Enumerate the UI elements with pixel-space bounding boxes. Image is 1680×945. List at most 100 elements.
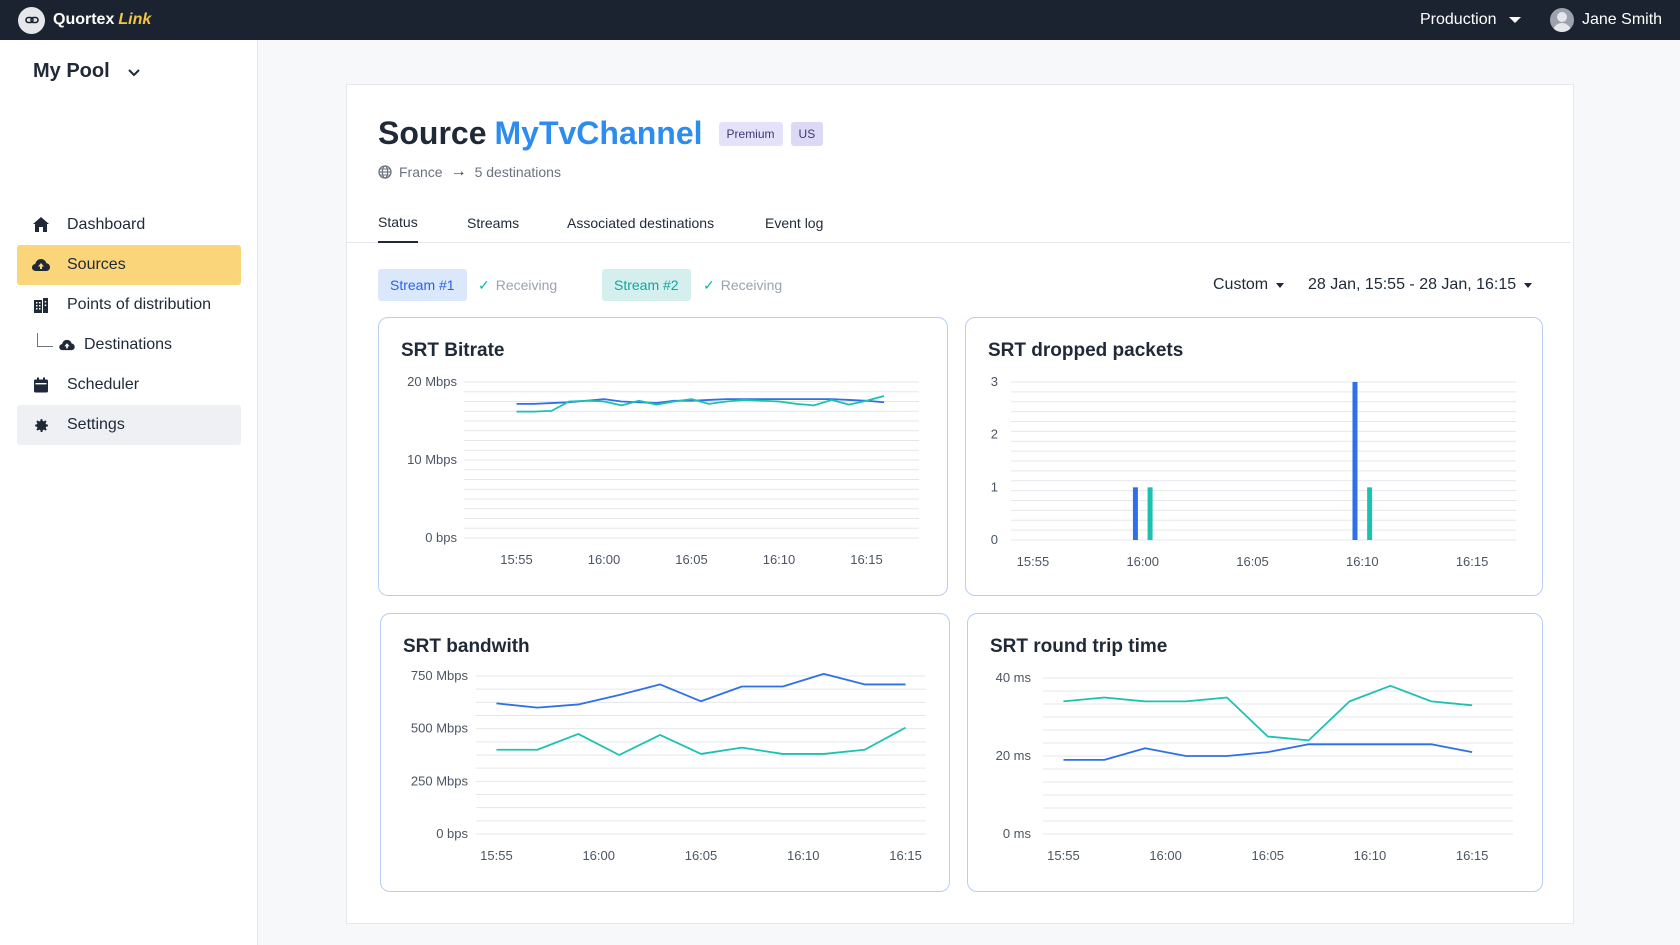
series-line-1 (496, 672, 906, 709)
stream-1-status: ✓ Receiving (478, 269, 557, 301)
series-line-2 (1063, 684, 1473, 742)
sidebar-item-label: Settings (67, 416, 125, 433)
caret-down-icon (1508, 17, 1521, 23)
tabs: Status Streams Associated destinations E… (347, 203, 1571, 243)
globe-icon (378, 165, 392, 179)
tag-badge: Premium (718, 121, 783, 146)
x-tick-label: 16:10 (1346, 554, 1379, 569)
sidebar-item-label: Points of distribution (67, 296, 212, 313)
y-tick-label: 0 (991, 532, 998, 547)
brand-accent: Link (118, 11, 152, 28)
x-tick-label: 16:15 (850, 552, 883, 567)
x-tick-label: 16:15 (1456, 554, 1489, 569)
y-tick-label: 0 bps (436, 826, 468, 841)
chart-plot: 0 ms 20 ms 40 ms 15:55 16:00 16:05 16:10 16:15 (996, 670, 1513, 863)
user-name: Jane Smith (1582, 11, 1663, 28)
tab-streams[interactable]: Streams (467, 215, 520, 231)
top-bar: Quortex Link Production Jane Smith (0, 0, 1680, 40)
stream-2-button[interactable]: Stream #2 (602, 269, 691, 301)
avatar (1550, 8, 1574, 32)
chart-srt-bitrate: 0 bps 10 Mbps 20 Mbps 15:55 16:00 16:05 16:10 1… (378, 317, 948, 596)
gear-icon (32, 416, 50, 434)
caret-down-icon (1524, 282, 1533, 288)
home-icon (32, 216, 50, 234)
source-name: MyTvChannel (494, 115, 703, 151)
series-line-2 (516, 395, 885, 413)
cloud-upload-icon (59, 336, 77, 354)
x-tick-label: 15:55 (1047, 848, 1080, 863)
x-tick-label: 15:55 (1017, 554, 1050, 569)
x-tick-label: 16:10 (763, 552, 796, 567)
brand[interactable]: Quortex Link (18, 6, 152, 34)
bar-1 (1352, 382, 1358, 540)
calendar-icon (32, 376, 50, 394)
sidebar-item-points-of-distribution[interactable]: Points of distribution (17, 285, 241, 325)
y-tick-label: 20 ms (996, 748, 1032, 763)
sidebar-item-scheduler[interactable]: Scheduler (17, 365, 241, 405)
x-tick-label: 16:00 (1126, 554, 1159, 569)
y-tick-label: 1 (991, 479, 998, 494)
chart-title: SRT Bitrate (401, 340, 505, 361)
x-tick-label: 16:05 (1252, 848, 1285, 863)
y-tick-label: 40 ms (996, 670, 1032, 685)
y-tick-label: 20 Mbps (407, 374, 457, 389)
x-tick-label: 16:05 (685, 848, 718, 863)
environment-label: Production (1420, 11, 1497, 28)
y-tick-label: 250 Mbps (411, 773, 469, 788)
bar-2 (1147, 487, 1153, 540)
cloud-upload-icon (32, 256, 50, 274)
date-range-label: 28 Jan, 15:55 - 28 Jan, 16:15 (1308, 276, 1517, 293)
stream-1-button[interactable]: Stream #1 (378, 269, 467, 301)
page-title: Source MyTvChannel Premium US (378, 115, 824, 152)
x-tick-label: 16:10 (787, 848, 820, 863)
chevron-down-icon (127, 64, 140, 80)
check-icon: ✓ (478, 276, 490, 293)
tab-event-log[interactable]: Event log (765, 215, 824, 231)
x-tick-label: 15:55 (500, 552, 533, 567)
environment-selector[interactable]: Production (1420, 0, 1521, 40)
y-tick-label: 500 Mbps (411, 721, 469, 736)
series-line-2 (496, 726, 906, 756)
x-tick-label: 16:05 (675, 552, 708, 567)
tab-status[interactable]: Status (378, 203, 418, 243)
date-range-select[interactable]: 28 Jan, 15:55 - 28 Jan, 16:15 (1308, 269, 1533, 301)
sidebar-nav: Dashboard Sources Points of distribution… (17, 205, 241, 445)
range-mode-label: Custom (1213, 276, 1269, 293)
x-tick-label: 16:15 (889, 848, 922, 863)
chart-plot: 0 bps 10 Mbps 20 Mbps 15:55 16:00 16:05 16:10 1… (407, 374, 919, 567)
bar-2 (1367, 487, 1373, 540)
x-tick-label: 16:15 (1456, 848, 1489, 863)
bar-1 (1132, 487, 1138, 540)
y-tick-label: 750 Mbps (411, 668, 469, 683)
tab-associated-destinations[interactable]: Associated destinations (567, 215, 715, 231)
range-mode-select[interactable]: Custom (1213, 269, 1285, 301)
y-tick-label: 0 ms (1003, 826, 1032, 841)
sidebar-item-destinations[interactable]: Destinations (17, 325, 241, 365)
building-icon (32, 296, 50, 314)
pool-selector[interactable]: My Pool (33, 60, 140, 83)
sidebar-item-dashboard[interactable]: Dashboard (17, 205, 241, 245)
y-tick-label: 0 bps (425, 530, 457, 545)
check-icon: ✓ (703, 276, 715, 293)
pool-name: My Pool (33, 60, 110, 82)
x-tick-label: 16:00 (582, 848, 615, 863)
y-tick-label: 3 (991, 374, 998, 389)
chart-srt-round-trip-time: 0 ms 20 ms 40 ms 15:55 16:00 16:05 16:10 16:15 … (967, 613, 1543, 892)
chart-title: SRT dropped packets (988, 340, 1184, 361)
destinations-count[interactable]: 5 destinations (474, 164, 561, 180)
sidebar-item-sources[interactable]: Sources (17, 245, 241, 285)
series-line-1 (1063, 743, 1473, 761)
x-tick-label: 15:55 (480, 848, 513, 863)
y-tick-label: 2 (991, 427, 998, 442)
link-icon (18, 6, 45, 34)
user-menu[interactable]: Jane Smith (1550, 0, 1662, 40)
x-tick-label: 16:00 (1149, 848, 1182, 863)
arrow-right-icon: → (450, 163, 467, 180)
x-tick-label: 16:05 (1236, 554, 1269, 569)
chart-plot: 0 1 2 3 15:55 16:00 16:05 16:10 16:15 (991, 374, 1516, 569)
sidebar-item-label: Dashboard (67, 216, 146, 233)
title-prefix: Source (378, 115, 487, 151)
sidebar-item-settings[interactable]: Settings (17, 405, 241, 445)
source-origin: France (399, 164, 443, 180)
source-card: Source MyTvChannel Premium US France → 5… (346, 84, 1574, 924)
